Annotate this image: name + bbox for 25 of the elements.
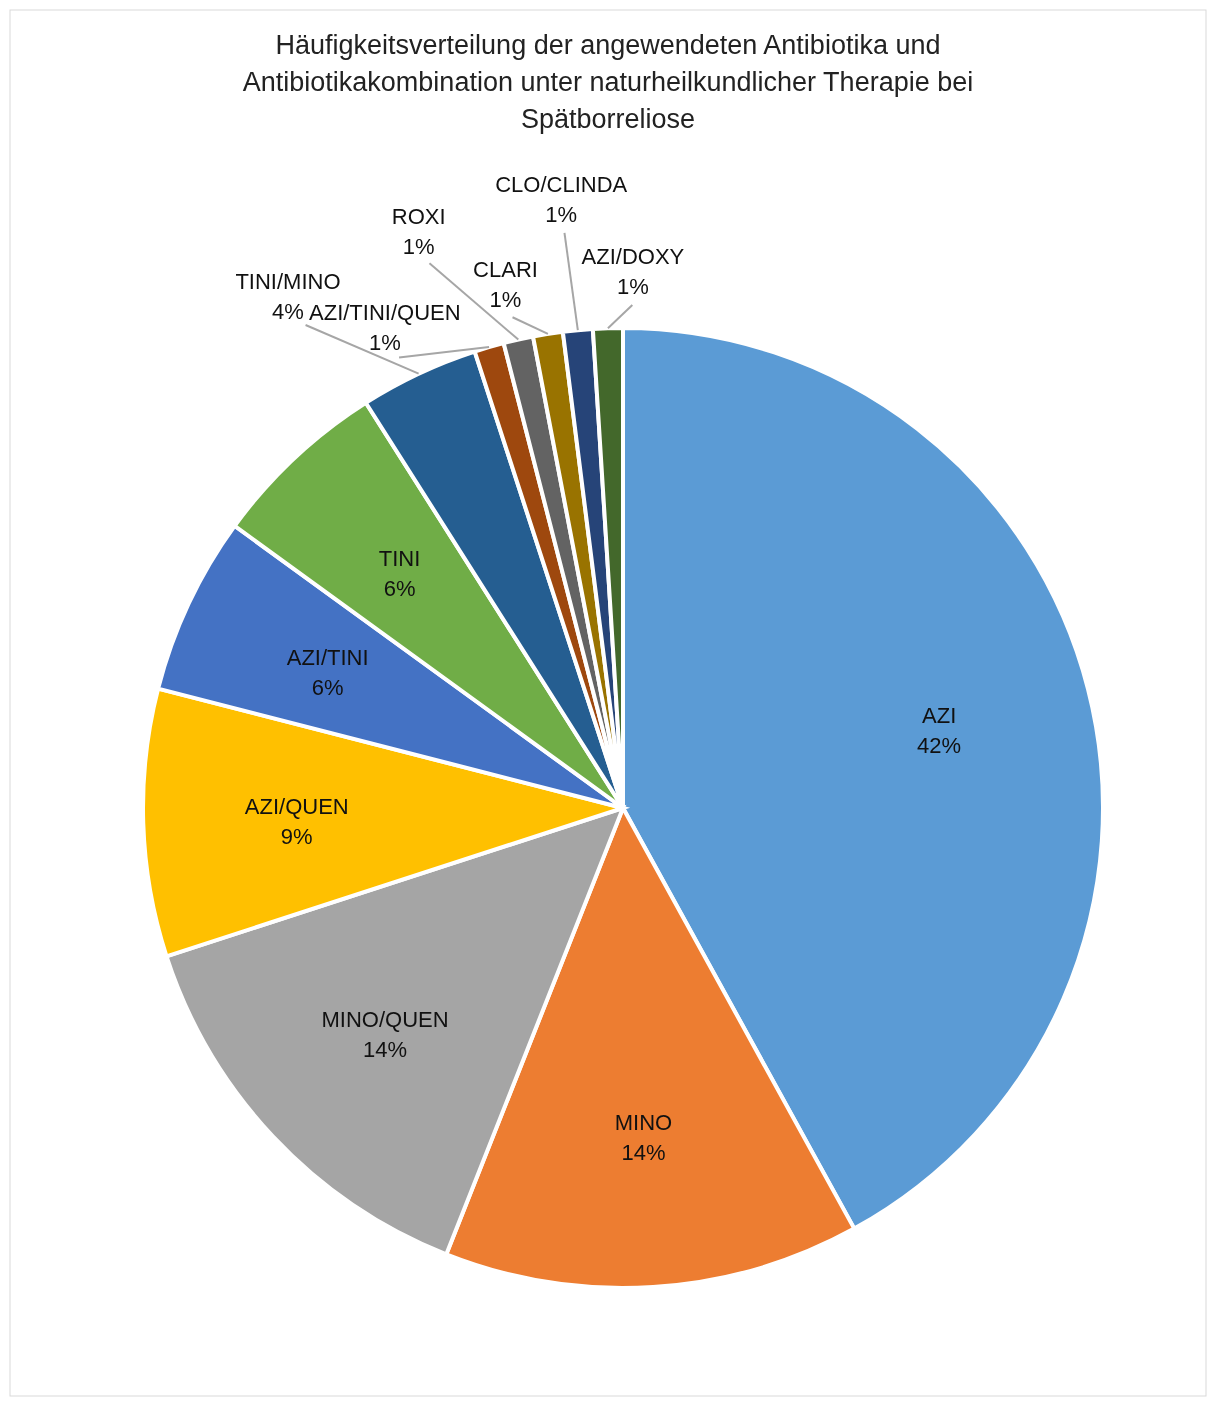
data-label: 1% <box>489 287 522 313</box>
slice-label: MINO/QUEN <box>321 1007 449 1033</box>
data-label: 42% <box>917 732 962 758</box>
data-label: 6% <box>383 576 416 602</box>
slice-label: AZI <box>922 702 957 728</box>
data-label: 6% <box>311 675 344 701</box>
slice-label: CLO/CLINDA <box>495 172 628 198</box>
data-label: 14% <box>363 1037 408 1063</box>
slice-label: ROXI <box>391 204 446 230</box>
data-label: 14% <box>621 1139 666 1165</box>
data-label: 1% <box>545 202 578 228</box>
chart-title: Häufigkeitsverteilung der angewendeten Antibiotika und Antibiotikakombination unter naturheilkundlicher Therapie bei Spätborreliose <box>242 30 974 134</box>
slice-label: AZI/DOXY <box>581 244 685 270</box>
slice-label: CLARI <box>473 257 538 283</box>
data-label: 1% <box>617 274 649 300</box>
data-label: 1% <box>368 329 401 355</box>
slice-label: AZI/QUEN <box>244 794 349 820</box>
slice-label: AZI/TINI/QUEN <box>309 299 461 325</box>
data-label: 4% <box>272 299 304 325</box>
data-label: 1% <box>402 234 435 260</box>
slice-label: TINI <box>378 546 421 572</box>
slice-label: MINO <box>614 1109 673 1135</box>
slice-label: TINI/MINO <box>235 269 341 295</box>
data-label: 9% <box>280 824 313 850</box>
slice-label: AZI/TINI <box>286 645 369 671</box>
